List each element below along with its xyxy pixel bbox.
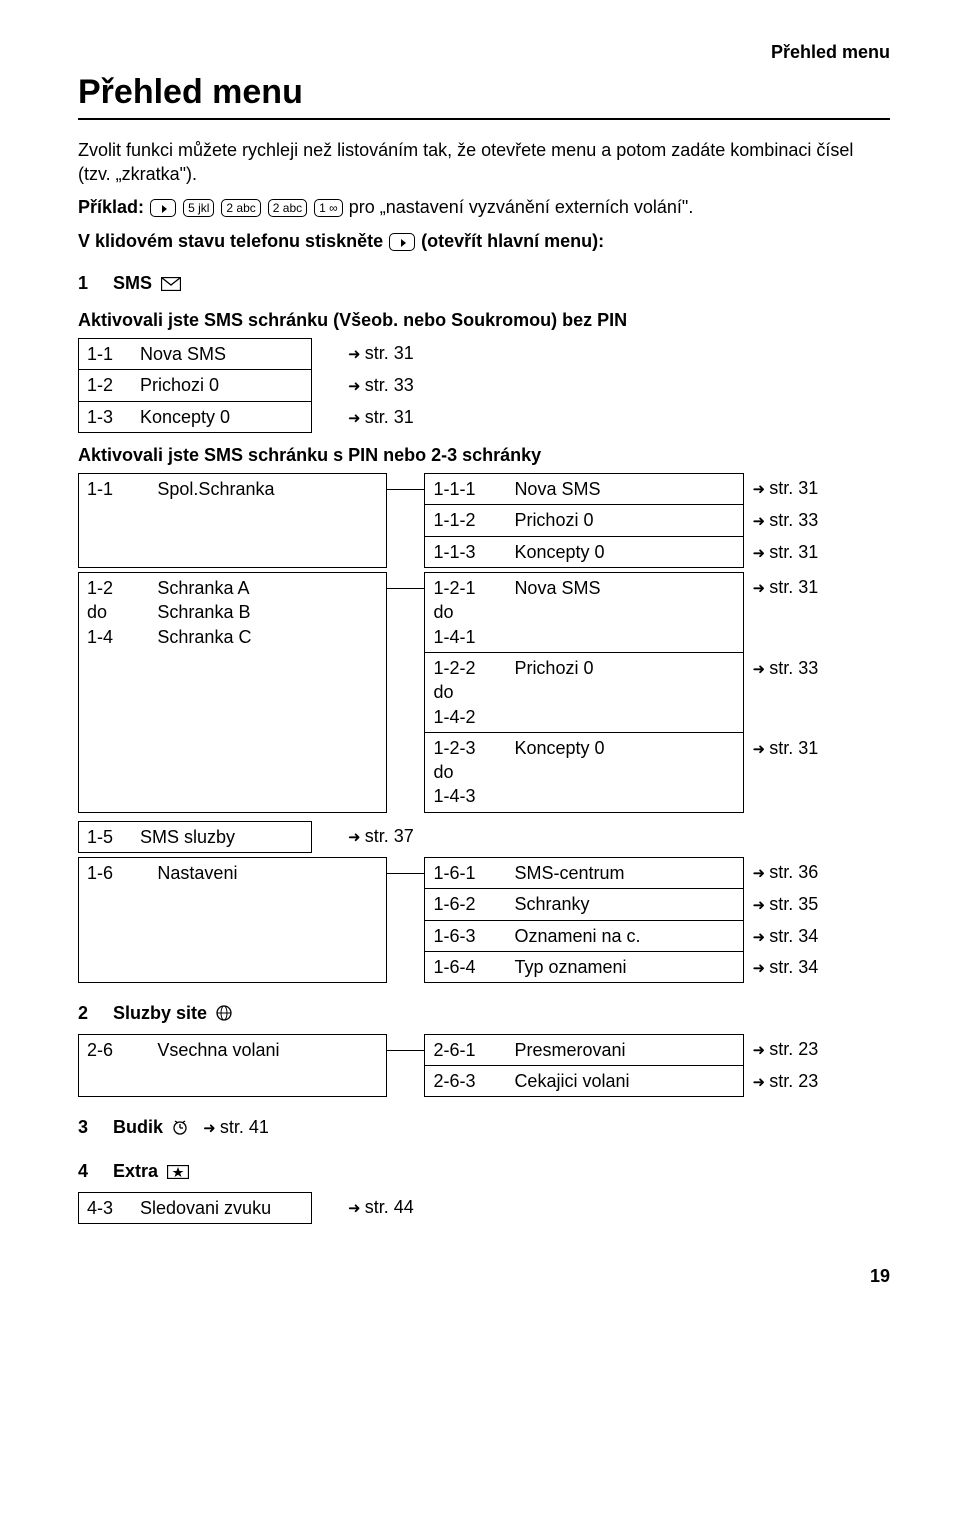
section-3-head: 3 Budik str. 41 bbox=[78, 1115, 890, 1141]
section-1-label: SMS bbox=[113, 273, 152, 293]
cell-label: Nova SMS bbox=[132, 338, 312, 370]
table-row: 1-3 Koncepty 0 str. 31 bbox=[78, 402, 890, 433]
section-1-head: 1 SMS bbox=[78, 271, 890, 297]
table-row: 1-2-3 do 1-4-3 Koncepty 0 str. 31 bbox=[78, 733, 890, 813]
table-simple: 1-1 Nova SMS str. 31 1-2 Prichozi 0 str.… bbox=[78, 338, 890, 433]
example-prefix: Příklad: bbox=[78, 197, 144, 217]
idle-suffix: (otevřít hlavní menu): bbox=[421, 231, 604, 251]
table-nested-12: 1-2 do 1-4 Schranka A Schranka B Schrank… bbox=[78, 572, 890, 813]
page-number: 19 bbox=[78, 1264, 890, 1288]
envelope-icon bbox=[161, 273, 181, 297]
key-2b: 2 abc bbox=[268, 199, 307, 217]
table-row: 1-6-4 Typ oznameni str. 34 bbox=[78, 952, 890, 983]
idle-prefix: V klidovém stavu telefonu stiskněte bbox=[78, 231, 383, 251]
key-2a: 2 abc bbox=[221, 199, 260, 217]
section-2-head: 2 Sluzby site bbox=[78, 1001, 890, 1027]
table-row: 1-5 SMS sluzby str. 37 bbox=[78, 821, 890, 853]
menu-key-icon bbox=[389, 233, 415, 251]
page-title: Přehled menu bbox=[78, 70, 890, 120]
table-row: 4-3 Sledovani zvuku str. 44 bbox=[78, 1192, 890, 1224]
sub2-head: Aktivovali jste SMS schránku s PIN nebo … bbox=[78, 443, 890, 467]
table-43: 4-3 Sledovani zvuku str. 44 bbox=[78, 1192, 890, 1224]
example-line: Příklad: 5 jkl 2 abc 2 abc 1 ∞ pro „nast… bbox=[78, 195, 890, 219]
table-row: 2-6 Vsechna volani 2-6-1 Presmerovani st… bbox=[78, 1034, 890, 1066]
sub1-head: Aktivovali jste SMS schránku (Všeob. neb… bbox=[78, 308, 890, 332]
table-row: 1-1 Nova SMS str. 31 bbox=[78, 338, 890, 370]
table-row: 1-1-2 Prichozi 0 str. 33 bbox=[78, 505, 890, 536]
table-row: 1-6-2 Schranky str. 35 bbox=[78, 889, 890, 920]
table-row: 1-6 Nastaveni 1-6-1 SMS-centrum str. 36 bbox=[78, 857, 890, 889]
key-1: 1 ∞ bbox=[314, 199, 343, 217]
clock-icon bbox=[172, 1117, 188, 1141]
cell-code: 1-1 bbox=[78, 338, 132, 370]
key-5: 5 jkl bbox=[183, 199, 214, 217]
page-header-right: Přehled menu bbox=[78, 40, 890, 64]
example-suffix: pro „nastavení vyzvánění externích volán… bbox=[349, 197, 694, 217]
section-1-num: 1 bbox=[78, 271, 108, 295]
table-nested-16: 1-6 Nastaveni 1-6-1 SMS-centrum str. 36 … bbox=[78, 857, 890, 983]
table-15: 1-5 SMS sluzby str. 37 bbox=[78, 821, 890, 853]
idle-line: V klidovém stavu telefonu stiskněte (ote… bbox=[78, 229, 890, 253]
table-row: 1-1-3 Koncepty 0 str. 31 bbox=[78, 537, 890, 568]
table-row: 1-2-2 do 1-4-2 Prichozi 0 str. 33 bbox=[78, 653, 890, 733]
table-nested-11: 1-1 Spol.Schranka 1-1-1 Nova SMS str. 31… bbox=[78, 473, 890, 568]
table-row: 1-6-3 Oznameni na c. str. 34 bbox=[78, 921, 890, 952]
table-row: 1-2 do 1-4 Schranka A Schranka B Schrank… bbox=[78, 572, 890, 653]
table-row: 2-6-3 Cekajici volani str. 23 bbox=[78, 1066, 890, 1097]
section-4-head: 4 Extra bbox=[78, 1159, 890, 1185]
star-icon bbox=[167, 1161, 189, 1185]
table-row: 1-1 Spol.Schranka 1-1-1 Nova SMS str. 31 bbox=[78, 473, 890, 505]
table-row: 1-2 Prichozi 0 str. 33 bbox=[78, 370, 890, 401]
table-nested-26: 2-6 Vsechna volani 2-6-1 Presmerovani st… bbox=[78, 1034, 890, 1098]
intro-text: Zvolit funkci můžete rychleji než listov… bbox=[78, 138, 890, 187]
menu-key-icon bbox=[150, 199, 176, 217]
cell-ref: str. 31 bbox=[340, 338, 450, 370]
globe-icon bbox=[216, 1003, 232, 1027]
